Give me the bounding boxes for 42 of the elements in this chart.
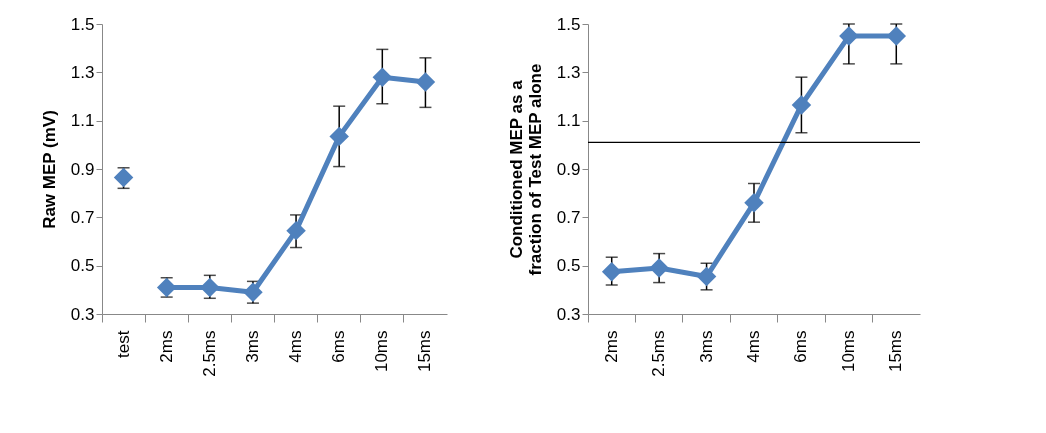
point bbox=[791, 95, 812, 115]
point bbox=[839, 26, 859, 46]
x-tick-label: test bbox=[113, 330, 133, 358]
x-tick-label: 6ms bbox=[791, 330, 811, 363]
x-tick-label: 3ms bbox=[242, 330, 262, 363]
y-tick-label: 0.7 bbox=[70, 207, 95, 227]
point bbox=[329, 126, 349, 147]
y-tick-label: 0.9 bbox=[70, 159, 95, 179]
point bbox=[286, 220, 306, 241]
y-tick-label: 0.7 bbox=[556, 207, 581, 227]
point bbox=[649, 258, 669, 278]
y-tick-label: 0.5 bbox=[70, 256, 95, 276]
y-tick-label: 1.1 bbox=[70, 111, 95, 131]
point bbox=[415, 72, 436, 92]
y-tick-label: 1.3 bbox=[70, 62, 95, 82]
y-tick-label: 0.3 bbox=[70, 304, 95, 324]
y-tick-label: 0.3 bbox=[556, 304, 581, 324]
x-tick-label: 6ms bbox=[329, 330, 349, 363]
point bbox=[200, 277, 220, 298]
x-tick-label: 2ms bbox=[601, 330, 621, 363]
point bbox=[744, 193, 764, 213]
point bbox=[601, 261, 622, 282]
x-tick-label: 15ms bbox=[415, 330, 435, 373]
point bbox=[886, 26, 907, 46]
x-tick-label: 2ms bbox=[156, 330, 176, 363]
x-tick-label: 2.5ms bbox=[199, 330, 219, 377]
point bbox=[372, 67, 393, 87]
x-tick-label: 2.5ms bbox=[649, 330, 669, 377]
y-tick-label: 1.5 bbox=[556, 14, 581, 34]
x-tick-label: 3ms bbox=[696, 330, 716, 363]
y-tick-label: 0.5 bbox=[556, 256, 581, 276]
x-tick-label: 4ms bbox=[286, 330, 306, 363]
y-tick-label: 1.5 bbox=[70, 14, 95, 34]
x-tick-label: 4ms bbox=[744, 330, 763, 363]
y-tick-label: 0.9 bbox=[556, 159, 581, 179]
y-axis-title: Raw MEP (mV) bbox=[39, 110, 59, 229]
y-tick-label: 1.1 bbox=[556, 111, 581, 131]
x-tick-label: 15ms bbox=[886, 330, 906, 373]
x-tick-label: 10ms bbox=[838, 330, 858, 373]
y-axis-title: Conditioned MEP as a fraction of Test MEP alone bbox=[506, 63, 545, 276]
y-tick-label: 1.3 bbox=[556, 62, 581, 82]
x-tick-label: 10ms bbox=[372, 330, 392, 373]
